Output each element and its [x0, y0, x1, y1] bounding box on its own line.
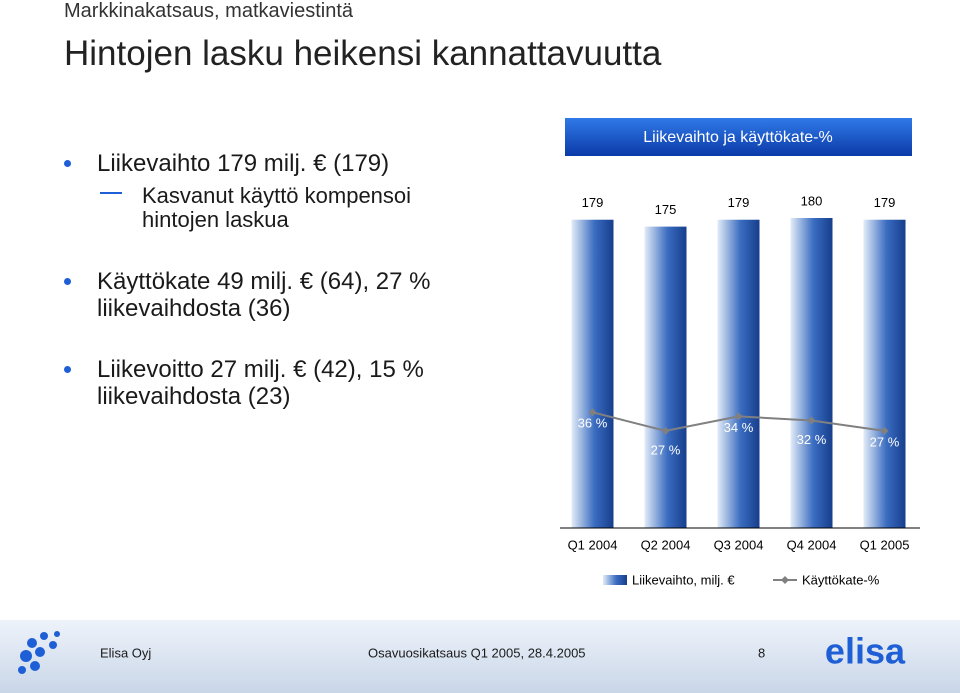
line-marker — [734, 412, 743, 421]
bullet-text: Liikevoitto 27 milj. € (42), 15 % liikev… — [97, 356, 424, 410]
line-marker — [807, 416, 816, 425]
slide-title: Hintojen lasku heikensi kannattavuutta — [64, 34, 662, 73]
bar — [717, 219, 760, 528]
bar-value-label: 179 — [582, 195, 604, 210]
footer-page: 8 — [758, 645, 765, 660]
footer-band — [0, 620, 960, 693]
legend-swatch — [781, 576, 789, 584]
sub-bullet-text: Kasvanut käyttö kompensoi hintojen lasku… — [142, 183, 412, 232]
bar — [571, 219, 614, 528]
bullet: Liikevaihto 179 milj. € (179) — [64, 150, 497, 177]
bar-value-label: 175 — [655, 202, 677, 217]
bullet-text: Liikevaihto 179 milj. € (179) — [97, 150, 390, 177]
bar-value-label: 179 — [728, 195, 750, 210]
footer-event: Osavuosikatsaus Q1 2005, 28.4.2005 — [368, 645, 586, 660]
footer-icon — [18, 631, 60, 674]
footer-company: Elisa Oyj — [100, 645, 151, 660]
bullet: Käyttökate 49 milj. € (64), 27 % liikeva… — [64, 268, 497, 322]
bar-value-label: 179 — [874, 195, 896, 210]
chart-title: Liikevaihto ja käyttökate-% — [643, 129, 832, 146]
x-tick-label: Q1 2005 — [860, 537, 910, 552]
x-tick-label: Q1 2004 — [568, 537, 618, 552]
line-value-label: 27 % — [651, 442, 681, 457]
x-tick-label: Q2 2004 — [641, 537, 691, 552]
legend-label: Käyttökate-% — [802, 572, 880, 587]
bullet-text: Käyttökate 49 milj. € (64), 27 % liikeva… — [97, 268, 431, 322]
slide-subtitle: Markkinakatsaus, matkaviestintä — [64, 0, 354, 22]
legend-label: Liikevaihto, milj. € — [632, 572, 735, 587]
line-value-label: 34 % — [724, 420, 754, 435]
line-marker — [880, 426, 889, 435]
footer-logo: elisa — [825, 631, 906, 672]
bar — [863, 219, 906, 528]
line-value-label: 36 % — [578, 416, 608, 431]
line-value-label: 32 % — [797, 432, 827, 447]
bar — [790, 218, 833, 528]
line-marker — [661, 426, 670, 435]
chart-title-box — [565, 118, 912, 156]
line-value-label: 27 % — [870, 434, 900, 449]
legend-swatch — [603, 575, 627, 585]
bar — [644, 226, 687, 528]
bar-value-label: 180 — [801, 193, 823, 208]
x-tick-label: Q4 2004 — [787, 537, 837, 552]
line-marker — [588, 408, 597, 417]
sub-bullet: Kasvanut käyttö kompensoi hintojen lasku… — [100, 183, 462, 232]
x-tick-label: Q3 2004 — [714, 537, 764, 552]
bullet: Liikevoitto 27 milj. € (42), 15 % liikev… — [64, 356, 497, 410]
